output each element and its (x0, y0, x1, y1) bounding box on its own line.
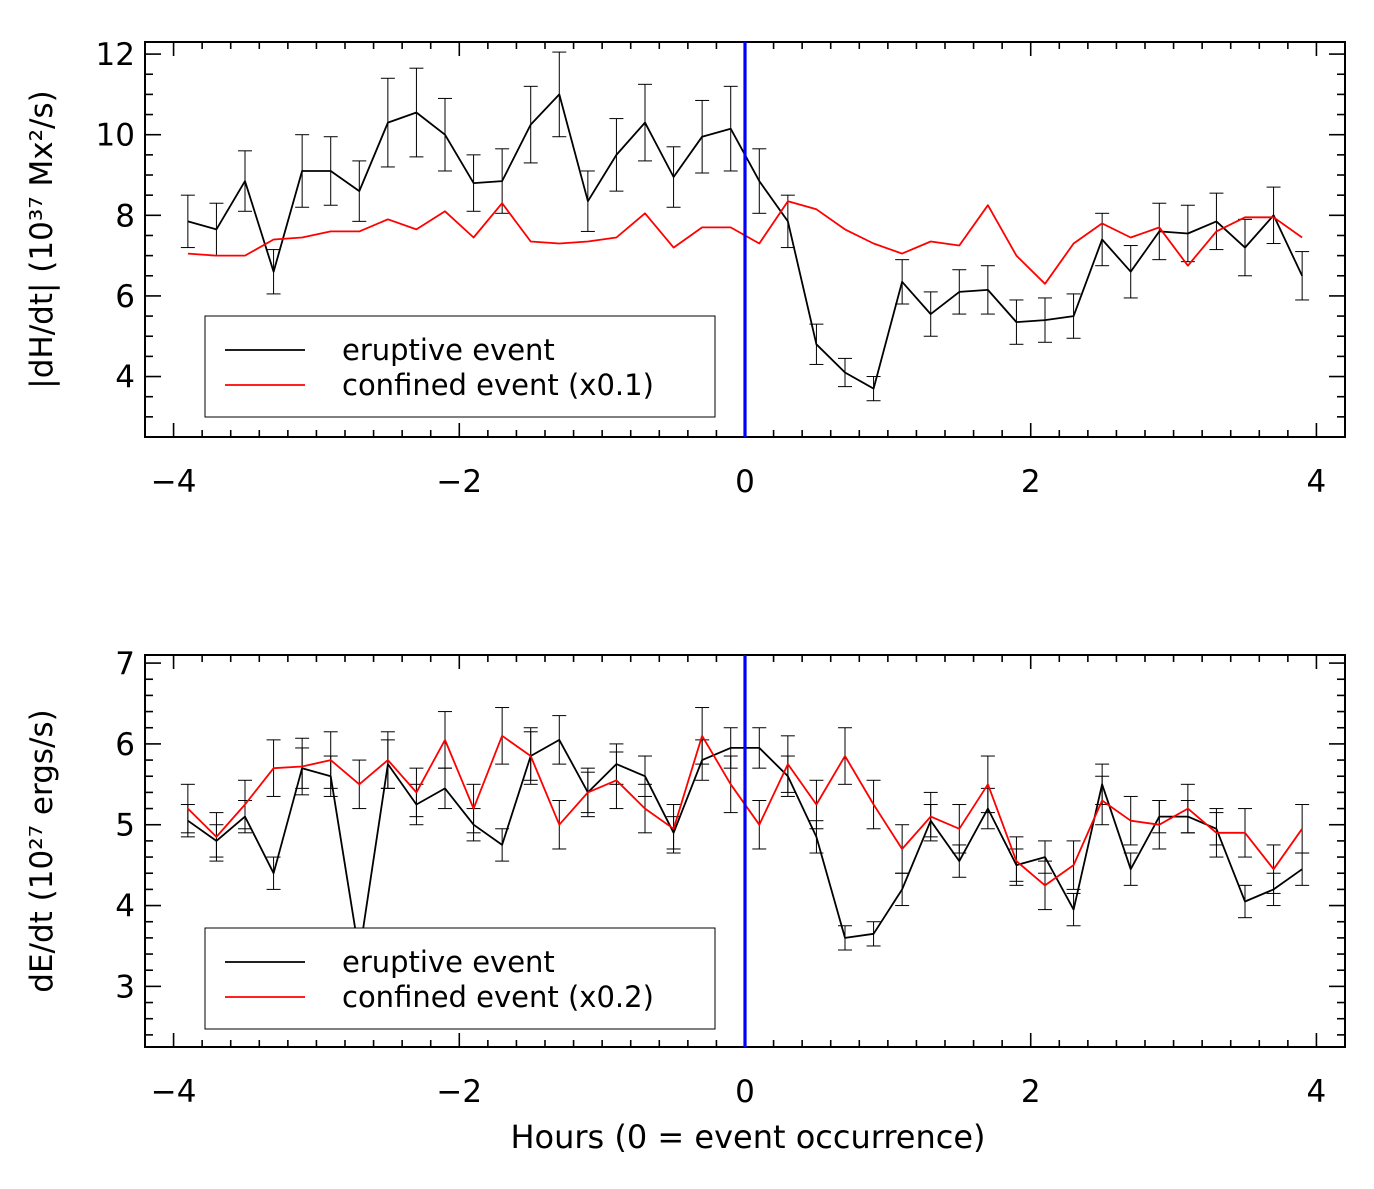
y-tick-label: 6 (115, 279, 135, 315)
y-tick-label: 10 (96, 118, 135, 154)
y-tick-label: 5 (115, 808, 135, 844)
legend-label: confined event (x0.1) (342, 368, 654, 402)
bottom-panel-dEdt: −4 −2 0 2 4 3 4 5 6 7 dE/dt (10²⁷ ergs/s) eruptive … (24, 646, 1346, 1110)
x-tick-label: 0 (735, 464, 755, 500)
x-tick-label: −4 (151, 464, 197, 500)
y-tick-label: 8 (115, 198, 135, 234)
x-tick-label: −2 (436, 464, 482, 500)
legend-label: eruptive event (342, 333, 555, 367)
x-axis-label: Hours (0 = event occurrence) (510, 1118, 985, 1156)
y-tick-label: 4 (115, 889, 135, 925)
y-tick-label: 6 (115, 727, 135, 763)
y-tick-label: 7 (115, 646, 135, 682)
top-panel-dHdt: −4 −2 0 2 4 4 6 8 10 12 |dH/dt| (10³⁷ Mx²/s) erupti… (24, 37, 1346, 500)
x-tick-label: 2 (1021, 1074, 1041, 1110)
x-tick-label: 0 (735, 1074, 755, 1110)
legend-box (204, 927, 716, 1030)
x-tick-label: −2 (436, 1074, 482, 1110)
y-axis-label: dE/dt (10²⁷ ergs/s) (24, 709, 60, 992)
legend-label: eruptive event (342, 945, 555, 979)
x-tick-label: −4 (151, 1074, 197, 1110)
x-tick-label: 4 (1307, 464, 1327, 500)
legend-label: confined event (x0.2) (342, 980, 654, 1014)
x-tick-label: 2 (1021, 464, 1041, 500)
y-tick-label: 3 (115, 969, 135, 1005)
x-tick-label: 4 (1307, 1074, 1327, 1110)
legend-box (204, 315, 716, 418)
y-axis-label: |dH/dt| (10³⁷ Mx²/s) (24, 90, 60, 388)
y-tick-label: 4 (115, 360, 135, 396)
y-tick-label: 12 (96, 37, 135, 73)
